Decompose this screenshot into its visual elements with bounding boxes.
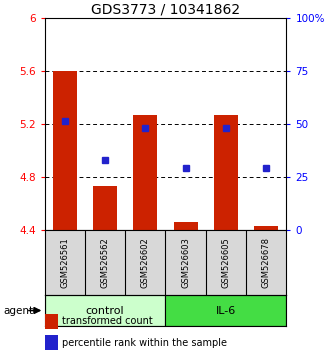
Bar — [45, 335, 58, 350]
Title: GDS3773 / 10341862: GDS3773 / 10341862 — [91, 3, 240, 17]
Text: control: control — [86, 306, 124, 315]
Text: GSM526561: GSM526561 — [60, 237, 69, 288]
Bar — [133, 115, 158, 230]
Bar — [173, 222, 198, 230]
Text: GSM526605: GSM526605 — [221, 237, 230, 288]
Bar — [214, 115, 238, 230]
Bar — [45, 314, 58, 329]
Bar — [166, 295, 286, 326]
Bar — [93, 186, 117, 230]
Text: GSM526602: GSM526602 — [141, 237, 150, 288]
Bar — [53, 71, 77, 230]
Text: GSM526678: GSM526678 — [262, 237, 271, 288]
Text: GSM526603: GSM526603 — [181, 237, 190, 288]
Text: GSM526562: GSM526562 — [101, 237, 110, 288]
Text: percentile rank within the sample: percentile rank within the sample — [62, 337, 227, 348]
Bar — [45, 295, 166, 326]
Text: transformed count: transformed count — [62, 316, 152, 326]
Text: agent: agent — [3, 306, 33, 315]
Bar — [254, 226, 278, 230]
Text: IL-6: IL-6 — [216, 306, 236, 315]
